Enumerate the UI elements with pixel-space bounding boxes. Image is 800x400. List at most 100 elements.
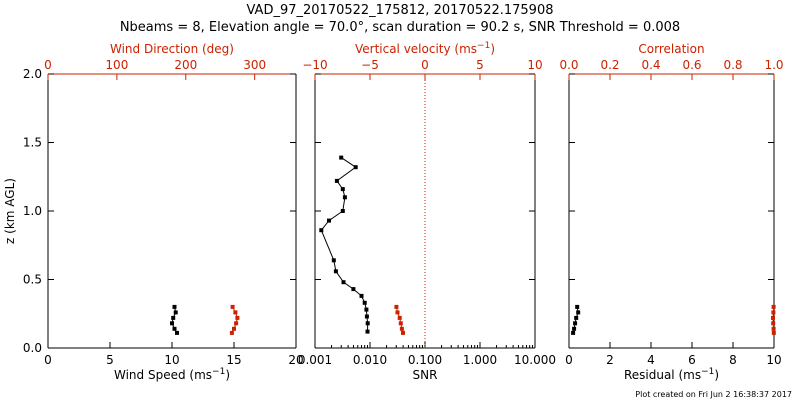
x-tick-label: 1.000 <box>463 353 497 367</box>
plot-created-footer: Plot created on Fri Jun 2 16:38:37 2017 <box>635 390 792 399</box>
data-point <box>342 195 347 200</box>
x-tick-label: 20 <box>288 353 303 367</box>
top-tick-label: 1.0 <box>764 58 783 72</box>
top-tick-label: −5 <box>361 58 379 72</box>
data-point <box>327 218 331 223</box>
top-tick-label: 0.2 <box>600 58 619 72</box>
data-point <box>353 165 358 170</box>
x-axis-label-tail: ) <box>225 368 230 382</box>
x-tick-label: 0 <box>565 353 573 367</box>
x-axis-label-main: Residual (ms <box>624 368 701 382</box>
data-point <box>573 321 578 326</box>
data-point <box>771 326 776 331</box>
data-point <box>331 258 336 263</box>
data-point <box>397 315 402 320</box>
x-tick-label: 10 <box>164 353 179 367</box>
data-point <box>771 330 776 335</box>
top-tick-label: −10 <box>302 58 327 72</box>
data-point <box>175 330 179 335</box>
x-axis-label-main: Wind Speed (ms <box>114 368 212 382</box>
y-tick-label: 1.5 <box>23 136 42 150</box>
x-tick-label: 4 <box>647 353 655 367</box>
top-axis-label-main: Correlation <box>638 42 704 56</box>
data-point <box>333 269 338 274</box>
data-point <box>172 326 177 331</box>
data-point <box>170 321 174 326</box>
data-point <box>362 300 367 305</box>
x-tick-label: 10 <box>766 353 781 367</box>
data-point <box>364 314 369 319</box>
y-tick-label: 2.0 <box>23 67 42 81</box>
data-point <box>398 321 403 326</box>
data-point <box>771 310 776 315</box>
x-tick-label: 0.010 <box>353 353 387 367</box>
data-point <box>339 155 344 160</box>
snr-panel: 0.001 0.010 0.100 1.000 10.000 SNR −10 −5 0 5 10 Ve… <box>298 41 556 382</box>
x-axis-label-main: SNR <box>413 368 438 382</box>
data-point <box>172 304 177 309</box>
x-tick-label: 2 <box>606 353 614 367</box>
data-point <box>572 326 577 331</box>
data-point <box>771 304 776 309</box>
x-axis-label: SNR <box>413 368 438 382</box>
data-point <box>229 330 234 335</box>
series-correlation <box>771 304 776 335</box>
top-tick-label: 0.4 <box>641 58 660 72</box>
data-point <box>364 307 369 312</box>
top-axis-label: Correlation <box>638 42 704 56</box>
top-tick-label: 0.6 <box>682 58 701 72</box>
data-point <box>359 293 364 298</box>
top-tick-label: 200 <box>174 58 197 72</box>
top-axis-label-tail: ) <box>490 42 495 56</box>
x-axis-label-sup: −1 <box>212 367 225 377</box>
residual-panel: 0 2 4 6 8 10 Residual (ms−1) 0.0 0.2 0.4 0.6 0.8 1.0… <box>559 42 783 382</box>
top-tick-label: 10 <box>527 58 542 72</box>
series-wind-direction <box>229 304 240 335</box>
top-tick-label: 0 <box>44 58 52 72</box>
top-axis-label: Vertical velocity (ms−1) <box>355 41 495 56</box>
wind-panel: 0.0 0.5 1.0 1.5 2.0 z (km AGL) 0 5 10 15 20 Wind Sp… <box>3 42 304 382</box>
x-tick-label: 0.100 <box>408 353 442 367</box>
data-point <box>234 321 239 326</box>
top-axis-label-sup: −1 <box>477 41 490 51</box>
x-tick-label: 5 <box>106 353 114 367</box>
data-point <box>365 321 370 326</box>
top-axis-label: Wind Direction (deg) <box>110 42 234 56</box>
top-tick-label: 0.8 <box>723 58 742 72</box>
data-point <box>341 280 346 285</box>
y-tick-label: 1.0 <box>23 204 42 218</box>
top-tick-label: 0.0 <box>559 58 578 72</box>
figure-title-line1: VAD_97_20170522_175812, 20170522.175908 <box>247 3 554 18</box>
data-point <box>171 315 176 320</box>
data-point <box>351 287 356 292</box>
top-tick-label: 100 <box>105 58 128 72</box>
data-point <box>230 304 235 309</box>
data-point <box>340 187 345 192</box>
top-tick-label: 5 <box>476 58 484 72</box>
data-point <box>319 228 324 233</box>
x-tick-label: 0 <box>44 353 52 367</box>
data-point <box>173 310 178 315</box>
top-tick-label: 0 <box>421 58 429 72</box>
x-tick-label: 8 <box>729 353 737 367</box>
top-axis-label-main: Vertical velocity (ms <box>355 42 477 56</box>
data-point <box>365 329 370 334</box>
x-tick-label: 0.001 <box>298 353 332 367</box>
data-point <box>334 178 339 183</box>
data-point <box>399 326 404 331</box>
data-point <box>574 315 579 320</box>
y-axis-label: z (km AGL) <box>3 178 17 244</box>
data-point <box>394 304 399 309</box>
figure-title-line2: Nbeams = 8, Elevation angle = 70.0°, sca… <box>120 20 680 35</box>
series-residual <box>571 304 581 335</box>
data-point <box>401 330 405 335</box>
series-snr <box>319 155 370 334</box>
data-point <box>771 315 775 320</box>
x-axis-label: Residual (ms−1) <box>624 367 719 382</box>
x-axis-label-sup: −1 <box>701 367 714 377</box>
y-tick-label: 0.0 <box>23 341 42 355</box>
data-point <box>771 321 776 326</box>
x-axis-label: Wind Speed (ms−1) <box>114 367 230 382</box>
data-point <box>571 330 576 335</box>
